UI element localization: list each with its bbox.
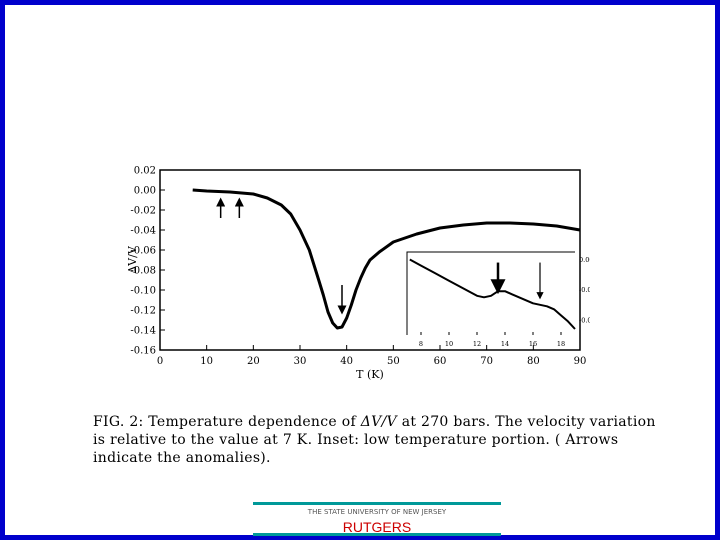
inset-y-tick-label: -0.002 [579,286,590,294]
x-tick-label: 40 [340,356,353,367]
inset-x-tick-label: 12 [473,340,481,348]
inset-x-tick-label: 14 [501,340,509,348]
x-axis-label: T (K) [356,368,384,381]
y-tick-label: -0.08 [130,266,156,277]
main-axis-ticks: 0 10 20 30 40 50 60 70 80 90 0.02 0.00 -0.02 -0.04 -0.… [130,166,586,368]
x-tick-label: 90 [574,356,587,367]
inset-y-tick-label: 0.000 [579,256,590,264]
y-axis-label: ΔV/V [126,245,139,274]
inset-x-tick-label: 18 [557,340,565,348]
footer-bottom-bar [253,533,501,536]
brand-name: RUTGERS [342,519,412,535]
x-tick-label: 60 [434,356,447,367]
y-tick-label: 0.00 [134,186,156,197]
x-tick-label: 50 [387,356,400,367]
inset-series-line [409,258,576,330]
main-arrows [216,197,347,315]
y-tick-label: 0.02 [134,166,156,177]
y-tick-label: -0.10 [130,286,156,297]
y-tick-label: -0.12 [130,306,156,317]
y-tick-label: -0.06 [130,246,156,257]
footer-logo: THE STATE UNIVERSITY OF NEW JERSEY RUTGE… [253,502,501,536]
x-tick-label: 10 [200,356,213,367]
x-tick-label: 80 [527,356,540,367]
main-chart: 0 10 20 30 40 50 60 70 80 90 0.02 0.00 -0.02 -0.04 -0.… [126,166,590,382]
y-tick-label: -0.14 [130,326,156,337]
y-tick-label: -0.04 [130,226,156,237]
y-tick-label: -0.16 [130,346,156,357]
x-tick-label: 70 [480,356,493,367]
figure-caption: FIG. 2: Temperature dependence of ΔV/V a… [93,413,663,467]
inset-frame [406,251,575,335]
x-tick-label: 30 [294,356,307,367]
inset-x-tick-label: 8 [419,340,423,348]
caption-symbol: ΔV/V [360,414,397,430]
university-name: THE STATE UNIVERSITY OF NEW JERSEY [307,508,447,516]
caption-suffix: at 270 bars. The velocity variation is r… [93,414,656,466]
plot-frame [159,169,581,351]
inset-y-tick-label: -0.004 [579,316,590,324]
caption-prefix: FIG. 2: Temperature dependence of [93,414,361,430]
main-series [192,188,581,330]
main-series-line [192,188,581,330]
inset-chart: 8 10 12 14 16 18 0.000 -0.002 -0.004 [406,251,590,348]
inset-x-tick-label: 10 [445,340,453,348]
y-tick-label: -0.02 [130,206,156,217]
slide: 0 10 20 30 40 50 60 70 80 90 0.02 0.00 -0.02 -0.04 -0.… [5,5,715,536]
inset-x-tick-label: 16 [529,340,537,348]
x-tick-label: 0 [157,356,163,367]
x-tick-label: 20 [247,356,260,367]
footer-top-bar [253,502,501,505]
